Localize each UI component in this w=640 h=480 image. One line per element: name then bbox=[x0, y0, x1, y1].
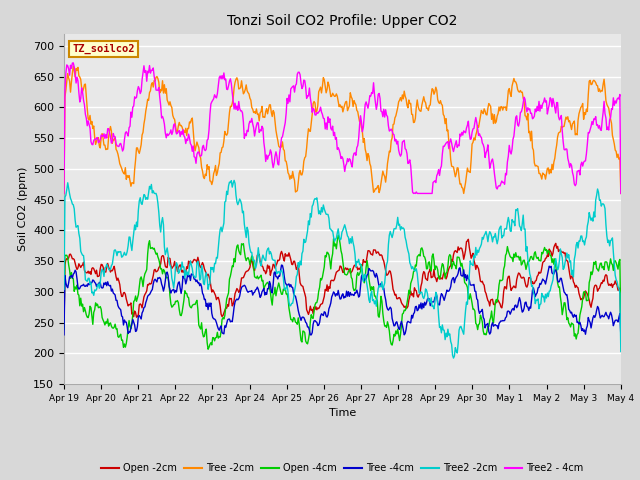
Y-axis label: Soil CO2 (ppm): Soil CO2 (ppm) bbox=[17, 167, 28, 251]
Title: Tonzi Soil CO2 Profile: Upper CO2: Tonzi Soil CO2 Profile: Upper CO2 bbox=[227, 14, 458, 28]
Legend: Open -2cm, Tree -2cm, Open -4cm, Tree -4cm, Tree2 -2cm, Tree2 - 4cm: Open -2cm, Tree -2cm, Open -4cm, Tree -4… bbox=[97, 459, 588, 477]
X-axis label: Time: Time bbox=[329, 408, 356, 418]
Text: TZ_soilco2: TZ_soilco2 bbox=[72, 44, 135, 54]
